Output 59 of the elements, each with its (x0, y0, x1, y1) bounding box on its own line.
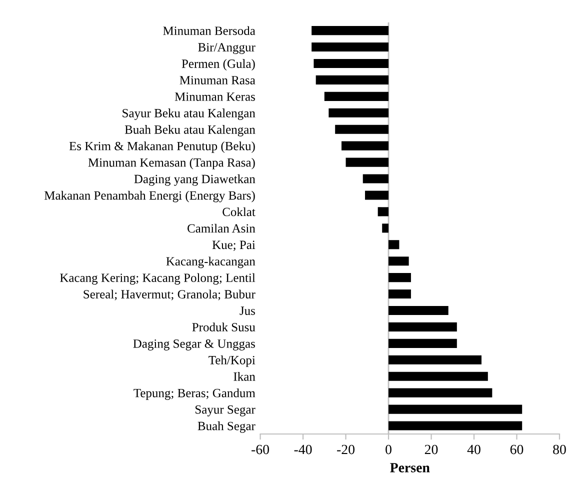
x-tick-label: -40 (294, 444, 312, 454)
y-tick-label: Sereal; Havermut; Granola; Bubur (84, 290, 256, 300)
bar (362, 174, 389, 184)
x-axis-title: Persen (390, 463, 430, 472)
bar (388, 322, 457, 332)
bar (388, 290, 411, 299)
bar (388, 256, 409, 266)
bar (388, 421, 522, 430)
x-tick-label: -60 (252, 444, 270, 454)
y-tick-label: Produk Susu (192, 322, 256, 332)
y-tick-label: Permen (Gula) (182, 59, 255, 70)
y-tick-label: Daging yang Diawetkan (134, 174, 256, 186)
y-tick-label: Tepung; Beras; Gandum (134, 388, 256, 400)
y-tick-label: Sayur Segar (196, 405, 256, 416)
y-tick-label: Jus (240, 306, 255, 315)
y-tick-label: Buah Beku atau Kalengan (124, 125, 256, 136)
bar (378, 207, 389, 216)
bar (365, 190, 389, 200)
bar (324, 92, 389, 101)
bar (388, 338, 457, 348)
x-tick-label: 40 (467, 444, 480, 454)
y-tick-label: Daging Segar & Unggas (133, 339, 255, 350)
bar (388, 273, 411, 282)
y-tick-label: Sayur Beku atau Kalengan (122, 108, 256, 120)
x-tick-label: -20 (337, 444, 355, 454)
bar (388, 355, 482, 364)
x-tick-label: 80 (553, 444, 566, 454)
y-tick-label: Minuman Rasa (180, 76, 256, 84)
y-tick-label: Kacang-kacangan (166, 256, 256, 268)
bar (312, 42, 389, 52)
bar (382, 224, 389, 233)
y-tick-label: Minuman Bersoda (163, 26, 256, 36)
bar (388, 240, 400, 250)
bar (312, 26, 389, 36)
y-tick-label: Makanan Penambah Energi (Energy Bars) (44, 190, 255, 202)
y-tick-label: Teh/Kopi (208, 356, 256, 367)
bar (335, 124, 389, 134)
bar (328, 108, 389, 118)
y-tick-label: Minuman Keras (174, 92, 255, 101)
x-tick-label: 0 (386, 444, 392, 454)
y-tick-label: Minuman Kemasan (Tanpa Rasa) (88, 158, 255, 170)
y-tick-label: Es Krim & Makanan Penutup (Beku) (69, 141, 255, 153)
bar (388, 388, 492, 398)
x-tick-label: 60 (510, 444, 524, 454)
bar (388, 404, 522, 414)
y-tick-label: Coklat (222, 207, 256, 216)
bar (342, 141, 389, 150)
bar (346, 158, 389, 167)
y-tick-label: Bir/Anggur (198, 43, 256, 54)
bar (316, 75, 389, 84)
y-tick-label: Kacang Kering; Kacang Polong; Lentil (60, 273, 256, 285)
bar (388, 372, 488, 381)
bar (388, 306, 448, 316)
y-tick-label: Camilan Asin (188, 224, 256, 233)
y-tick-label: Ikan (234, 372, 256, 381)
bar (314, 58, 389, 68)
x-tick-label: 20 (424, 444, 438, 454)
y-tick-label: Buah Segar (198, 421, 256, 433)
y-tick-label: Kue; Pai (212, 240, 256, 251)
